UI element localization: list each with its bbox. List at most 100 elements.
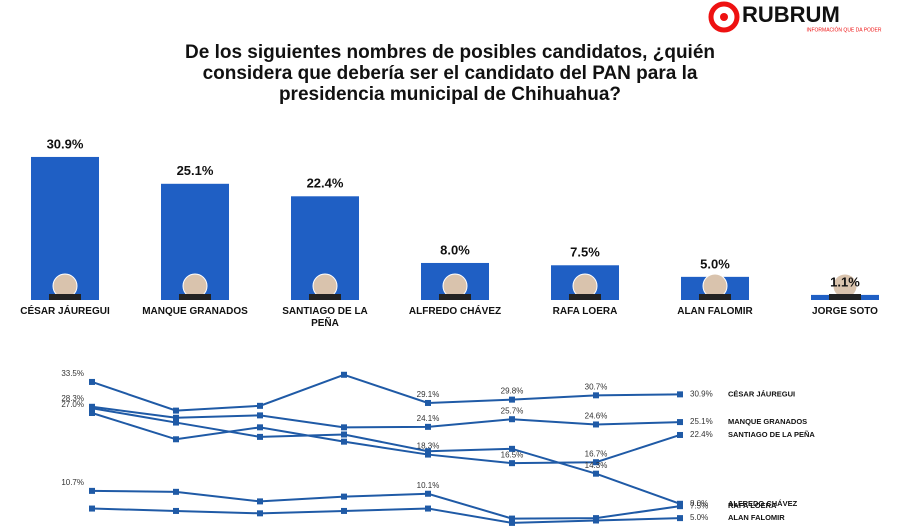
point [425, 399, 431, 406]
point [509, 416, 515, 423]
point [425, 505, 431, 512]
legend-label: CÉSAR JÁUREGUI [728, 389, 795, 398]
point [341, 438, 347, 445]
category-label: MANQUE GRANADOS [142, 306, 248, 317]
value-label: 24.1% [417, 414, 440, 423]
point [173, 507, 179, 514]
point [425, 423, 431, 430]
value-label: 30.9% [47, 136, 84, 151]
value-label: 5.0% [690, 513, 708, 522]
point [341, 424, 347, 431]
point [173, 407, 179, 414]
point [341, 371, 347, 378]
candidate-suit [309, 294, 341, 300]
chart-title: presidencia municipal de Chihuahua? [278, 84, 622, 105]
value-label: 7.5% [690, 501, 708, 510]
value-label: 24.6% [585, 412, 608, 421]
category-label: ALAN FALOMIR [677, 306, 753, 317]
candidate-suit [49, 294, 81, 300]
point [89, 405, 95, 412]
point [341, 507, 347, 514]
value-label: 7.5% [570, 245, 600, 260]
value-label: 25.1% [177, 163, 214, 178]
legend-label: ALAN FALOMIR [728, 513, 785, 522]
legend-label: RAFA LOERA [728, 501, 777, 510]
category-label: SANTIAGO DE LA PEÑA [282, 306, 368, 329]
point [257, 402, 263, 409]
value-label: 8.0% [440, 242, 470, 257]
point [593, 470, 599, 477]
candidate-suit [179, 294, 211, 300]
point [593, 392, 599, 399]
point [593, 459, 599, 466]
value-label: 29.8% [501, 387, 524, 396]
chart-title: considera que debería ser el candidato d… [202, 63, 698, 84]
point [89, 505, 95, 512]
category-label: ALFREDO CHÁVEZ [408, 306, 502, 317]
series-line [91, 373, 681, 412]
point [677, 515, 683, 522]
value-label: 33.5% [61, 369, 84, 378]
point [173, 414, 179, 421]
value-label: 22.4% [307, 176, 344, 191]
candidate-suit [569, 294, 601, 300]
point [257, 498, 263, 505]
point [593, 517, 599, 524]
value-label: 16.5% [501, 450, 524, 459]
value-label: 16.7% [585, 449, 608, 458]
point [341, 493, 347, 500]
point [677, 431, 683, 438]
category-label: JORGE SOTO [812, 306, 878, 317]
legend-label: MANQUE GRANADOS [728, 417, 807, 426]
logo-ring [708, 1, 740, 33]
candidate-suit [439, 294, 471, 300]
point [89, 378, 95, 385]
series-line [91, 412, 681, 465]
point [173, 436, 179, 443]
value-label: 10.1% [417, 481, 440, 490]
point [89, 487, 95, 494]
value-label: 25.7% [501, 406, 524, 415]
value-label: 28.3% [61, 394, 84, 403]
legend-label: ALFREDO CHÁVEZ [728, 499, 798, 508]
point [509, 460, 515, 467]
value-label: 14.3% [585, 461, 608, 470]
point [425, 448, 431, 455]
value-label: 18.3% [417, 442, 440, 451]
value-label: 30.7% [585, 382, 608, 391]
point [257, 433, 263, 440]
point [677, 419, 683, 426]
candidate-suit [699, 294, 731, 300]
category-label: CÉSAR JÁUREGUI [20, 306, 110, 317]
point [257, 424, 263, 431]
chart-title: De los siguientes nombres de posibles ca… [185, 42, 715, 63]
category-label: RAFA LOERA [552, 306, 618, 317]
series-line [91, 405, 681, 429]
point [509, 445, 515, 452]
point [509, 515, 515, 522]
logo: RUBRUM [742, 2, 840, 27]
point [425, 451, 431, 458]
tagline: INFORMACIÓN QUE DA PODER [806, 26, 881, 33]
point [89, 410, 95, 416]
point [425, 490, 431, 497]
point [341, 431, 347, 438]
legend-label: SANTIAGO DE LA PEÑA [728, 430, 815, 439]
value-label: 25.1% [690, 417, 713, 426]
value-label: 8.0% [690, 499, 708, 508]
value-label: 5.0% [700, 256, 730, 271]
point [677, 391, 683, 398]
candidate-suit [829, 294, 861, 300]
point [593, 421, 599, 428]
value-label: 30.9% [690, 389, 713, 398]
point [677, 503, 683, 510]
logo-dot [720, 13, 728, 21]
point [509, 396, 515, 403]
point [173, 419, 179, 426]
value-label: 22.4% [690, 430, 713, 439]
series-line [91, 489, 681, 520]
series-line [91, 407, 681, 505]
value-label: 29.1% [417, 390, 440, 399]
value-label: 27.0% [61, 400, 84, 409]
